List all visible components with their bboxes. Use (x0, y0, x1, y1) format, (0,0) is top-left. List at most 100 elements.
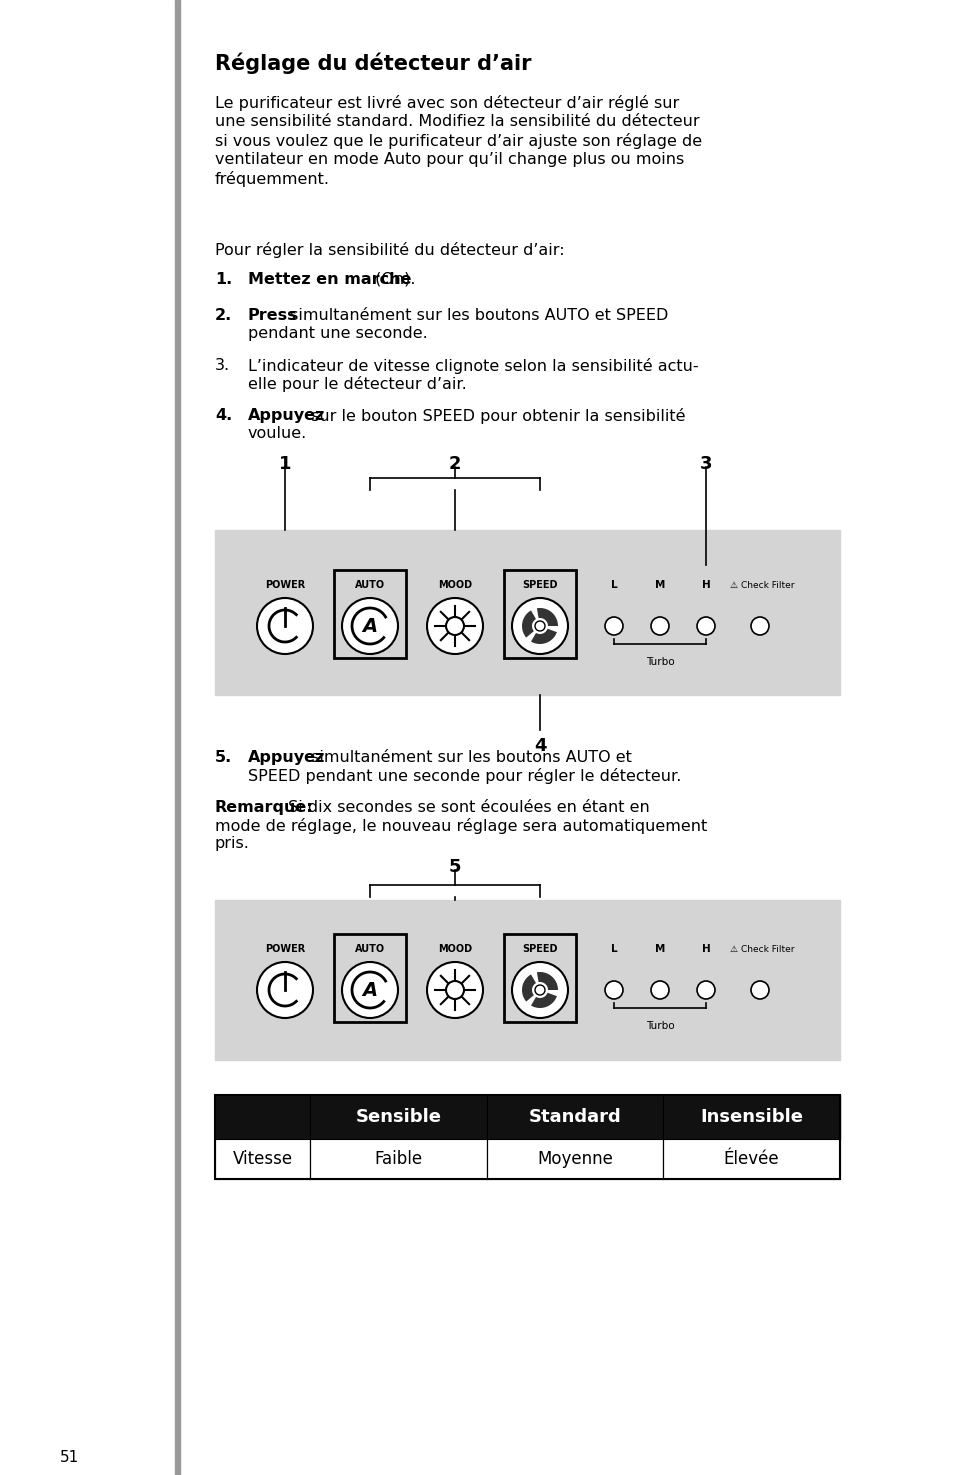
Circle shape (256, 962, 313, 1018)
Circle shape (341, 597, 397, 653)
Circle shape (446, 617, 463, 636)
Bar (334, 934, 406, 1022)
Text: voulue.: voulue. (248, 426, 307, 441)
Text: si vous voulez que le purificateur d’air ajuste son réglage de: si vous voulez que le purificateur d’air… (214, 133, 701, 149)
Circle shape (341, 962, 397, 1018)
Text: Faible: Faible (374, 1150, 422, 1168)
Text: Turbo: Turbo (645, 1021, 674, 1031)
Bar (486, 1094, 662, 1139)
Text: 2.: 2. (214, 308, 232, 323)
Polygon shape (537, 972, 558, 990)
Text: Pour régler la sensibilité du détecteur d’air:: Pour régler la sensibilité du détecteur … (214, 242, 564, 258)
Text: 3: 3 (699, 454, 712, 473)
Circle shape (697, 617, 714, 636)
Text: A: A (362, 617, 377, 636)
Text: ⚠ Check Filter: ⚠ Check Filter (729, 581, 794, 590)
Bar (486, 1139, 662, 1179)
Text: elle pour le détecteur d’air.: elle pour le détecteur d’air. (248, 376, 466, 392)
Text: Appuyez: Appuyez (248, 749, 325, 766)
Bar (662, 1094, 840, 1139)
Text: M: M (654, 580, 664, 590)
Text: Le purificateur est livré avec son détecteur d’air réglé sur: Le purificateur est livré avec son détec… (214, 94, 679, 111)
Bar (334, 569, 406, 658)
Circle shape (512, 597, 567, 653)
Text: pris.: pris. (214, 836, 250, 851)
Text: Insensible: Insensible (700, 1108, 802, 1125)
Circle shape (604, 617, 622, 636)
Text: Press: Press (248, 308, 297, 323)
Text: 5.: 5. (214, 749, 232, 766)
Text: Réglage du détecteur d’air: Réglage du détecteur d’air (214, 52, 531, 74)
Circle shape (427, 962, 482, 1018)
Bar (214, 1094, 310, 1139)
Text: H: H (700, 580, 710, 590)
Circle shape (256, 597, 313, 653)
Text: simultanément sur les boutons AUTO et: simultanément sur les boutons AUTO et (306, 749, 631, 766)
Text: ⚠ Check Filter: ⚠ Check Filter (729, 945, 794, 954)
Text: SPEED: SPEED (521, 580, 558, 590)
Circle shape (535, 621, 544, 631)
Text: Élevée: Élevée (723, 1150, 779, 1168)
Text: sur le bouton SPEED pour obtenir la sensibilité: sur le bouton SPEED pour obtenir la sens… (306, 409, 685, 423)
Text: 4.: 4. (214, 409, 232, 423)
Text: fréquemment.: fréquemment. (214, 171, 330, 187)
Bar (214, 1139, 310, 1179)
Circle shape (427, 597, 482, 653)
Text: Sensible: Sensible (355, 1108, 441, 1125)
Text: Turbo: Turbo (645, 656, 674, 667)
Text: POWER: POWER (265, 580, 305, 590)
Bar (662, 1139, 840, 1179)
Text: Standard: Standard (528, 1108, 620, 1125)
Text: SPEED pendant une seconde pour régler le détecteur.: SPEED pendant une seconde pour régler le… (248, 768, 680, 785)
Text: Appuyez: Appuyez (248, 409, 325, 423)
Text: MOOD: MOOD (437, 944, 472, 954)
Polygon shape (521, 975, 536, 1002)
Text: AUTO: AUTO (355, 944, 385, 954)
Text: une sensibilité standard. Modifiez la sensibilité du détecteur: une sensibilité standard. Modifiez la se… (214, 114, 699, 128)
Text: simultanément sur les boutons AUTO et SPEED: simultanément sur les boutons AUTO et SP… (285, 308, 668, 323)
Text: 1.: 1. (214, 271, 232, 288)
Text: 5: 5 (448, 858, 460, 876)
Text: Mettez en marche: Mettez en marche (248, 271, 411, 288)
Text: pendant une seconde.: pendant une seconde. (248, 326, 427, 341)
Text: Si dix secondes se sont écoulées en étant en: Si dix secondes se sont écoulées en étan… (283, 799, 649, 816)
Text: AUTO: AUTO (355, 580, 385, 590)
Text: L: L (610, 944, 617, 954)
Text: MOOD: MOOD (437, 580, 472, 590)
Text: Vitesse: Vitesse (233, 1150, 293, 1168)
Polygon shape (531, 993, 557, 1007)
Text: 51: 51 (60, 1450, 79, 1465)
Text: mode de réglage, le nouveau réglage sera automatiquement: mode de réglage, le nouveau réglage sera… (214, 819, 706, 833)
Text: Remarque:: Remarque: (214, 799, 314, 816)
Polygon shape (531, 628, 557, 645)
Text: 2: 2 (448, 454, 460, 473)
Circle shape (535, 985, 544, 996)
Text: POWER: POWER (265, 944, 305, 954)
Text: 4: 4 (533, 738, 546, 755)
Text: 1: 1 (278, 454, 291, 473)
Bar (310, 1094, 486, 1139)
Circle shape (750, 617, 768, 636)
Text: (On).: (On). (370, 271, 416, 288)
Bar (174, 0, 180, 1475)
Circle shape (697, 981, 714, 999)
Circle shape (512, 962, 567, 1018)
Bar (503, 934, 576, 1022)
Text: A: A (362, 981, 377, 1000)
Circle shape (650, 981, 668, 999)
Polygon shape (537, 608, 558, 625)
Bar (503, 569, 576, 658)
Text: 3.: 3. (214, 358, 230, 373)
Text: L: L (610, 580, 617, 590)
Polygon shape (521, 611, 536, 637)
Text: SPEED: SPEED (521, 944, 558, 954)
Bar (310, 1139, 486, 1179)
Circle shape (750, 981, 768, 999)
Circle shape (604, 981, 622, 999)
Text: H: H (700, 944, 710, 954)
Bar (214, 530, 840, 695)
Circle shape (446, 981, 463, 999)
Text: Moyenne: Moyenne (537, 1150, 612, 1168)
Circle shape (650, 617, 668, 636)
Text: M: M (654, 944, 664, 954)
